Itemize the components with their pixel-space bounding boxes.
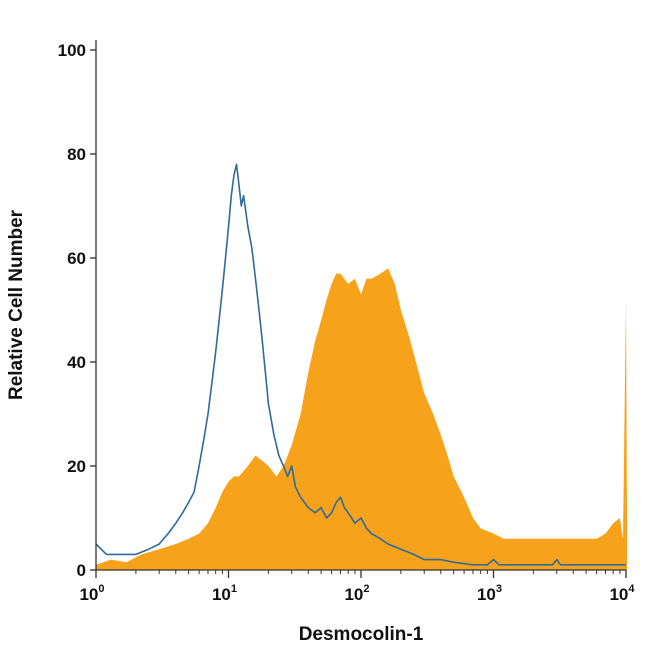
y-axis-ticks: 0 20 40 60 80 100: [58, 41, 96, 580]
y-axis-title: Relative Cell Number: [6, 209, 27, 400]
x-tick-label: 104: [609, 583, 635, 604]
series-0-filled-histogram: [96, 268, 628, 570]
y-tick-label: 0: [77, 561, 86, 580]
series-1-outline-histogram: [95, 163, 626, 566]
plot-area: [95, 163, 628, 570]
x-tick-label: 101: [212, 583, 237, 604]
x-axis-title: Desmocolin-1: [299, 624, 424, 645]
y-tick-label: 80: [67, 145, 86, 164]
y-tick-label: 40: [67, 353, 86, 372]
x-axis-ticks: 100 101 102 103 104: [79, 570, 635, 604]
x-tick-label: 103: [477, 583, 502, 604]
y-tick-label: 20: [67, 457, 86, 476]
x-tick-label: 100: [79, 583, 104, 604]
y-tick-label: 100: [58, 41, 86, 60]
y-tick-label: 60: [67, 249, 86, 268]
x-tick-label: 102: [344, 583, 369, 604]
